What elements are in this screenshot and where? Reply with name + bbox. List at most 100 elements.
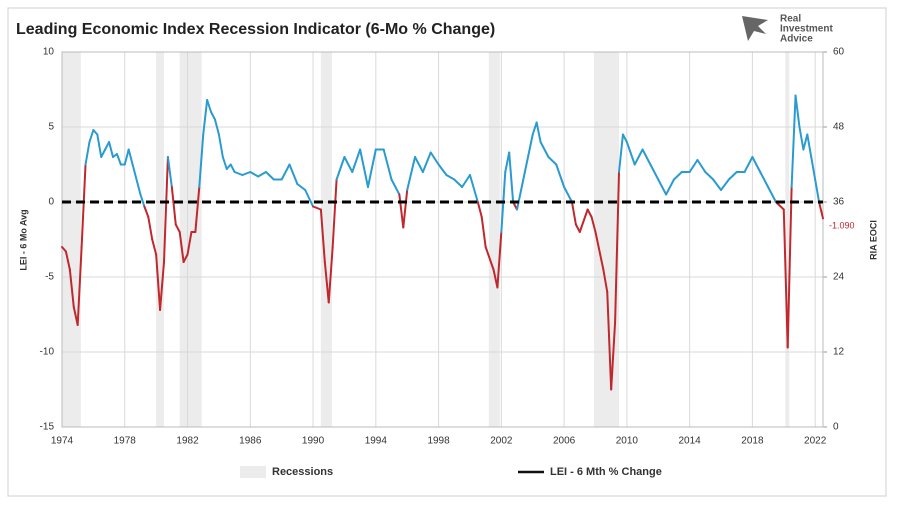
x-tick-label: 2022 [804,436,827,447]
x-tick-label: 2014 [679,436,702,447]
line-segment [170,186,177,226]
line-segment [186,231,193,256]
y2-tick-label: 60 [833,47,845,58]
x-tick-label: 2010 [616,436,639,447]
line-segment [288,163,299,185]
line-segment [166,156,173,188]
y-tick-label: 5 [48,122,54,133]
recession-band [156,52,164,427]
line-segment [555,163,566,188]
line-segment [233,171,244,176]
annotation: -1.090 [829,221,855,231]
line-segment [665,178,675,196]
line-segment [421,151,432,173]
x-tick-label: 1990 [302,436,325,447]
line-segment [578,208,589,233]
line-segment [135,178,142,196]
line-segment [649,163,660,181]
line-segment [810,156,817,181]
line-segment [610,321,617,391]
frame [7,7,887,497]
line-segment [802,133,809,151]
x-tick-label: 2002 [490,436,513,447]
x-tick-label: 2006 [553,436,576,447]
line-segment [621,133,628,143]
line-segment [453,178,464,188]
y2-axis-label: RIA EOCI [868,220,878,260]
y2-tick-label: 0 [833,422,839,433]
line-segment [343,156,354,173]
y2-tick-label: 24 [833,272,845,283]
line-segment [790,94,797,188]
line-segment [794,94,801,128]
line-segment [476,201,483,218]
line-segment [727,171,738,181]
line-segment [688,159,699,173]
line-segment [139,193,146,208]
line-segment [574,223,581,233]
logo-text: Investment [780,24,833,35]
line-segment [390,178,401,196]
line-segment [323,261,330,304]
line-segment [331,178,338,248]
line-segment [720,178,730,191]
line-segment [767,186,777,203]
line-segment [229,163,236,173]
line-segment [563,186,573,203]
line-segment [335,156,346,181]
line-segment [198,133,205,188]
x-tick-label: 1982 [176,436,199,447]
line-segment [590,216,597,233]
legend-label: LEI - 6 Mth % Change [550,466,662,478]
line-segment [570,201,577,226]
line-segment [304,189,315,208]
y-tick-label: -10 [40,347,55,358]
line-segment [818,201,824,220]
chart-title: Leading Economic Index Recession Indicat… [16,21,495,38]
y-tick-label: 10 [43,47,55,58]
logo-text: Advice [780,34,813,45]
line-segment [586,208,593,218]
line-segment [100,148,107,158]
line-segment [406,156,417,191]
line-segment [257,171,267,178]
line-segment [484,246,495,271]
line-segment [402,189,409,229]
line-segment [115,153,122,166]
y2-tick-label: 36 [833,197,845,208]
line-segment [814,178,821,203]
line-segment [594,231,605,271]
line-segment [743,156,754,173]
line-segment [429,151,440,166]
line-segment [210,111,216,121]
line-segment [712,178,723,191]
line-segment [366,148,377,188]
line-segment [174,223,181,233]
recession-band [62,52,81,427]
line-segment [88,129,95,143]
line-segment [782,208,789,349]
line-segment [806,133,813,158]
line-segment [618,133,624,173]
line-segment [221,156,228,170]
y-axis-label: LEI - 6 Mo Avg [18,209,28,270]
line-segment [131,163,138,181]
line-segment [382,148,393,181]
line-segment [641,148,652,166]
line-segment [531,121,538,136]
line-segment [123,148,130,166]
line-segment [351,148,362,173]
recession-band [488,52,500,427]
line-segment [127,148,134,166]
line-segment [786,186,793,349]
line-segment [798,126,805,151]
x-tick-label: 1978 [114,436,137,447]
line-segment [437,163,448,176]
plot-border [61,51,824,428]
line-segment [496,231,503,289]
line-segment [602,268,609,293]
line-segment [319,208,326,263]
recession-band [785,52,790,427]
line-segment [64,250,71,271]
